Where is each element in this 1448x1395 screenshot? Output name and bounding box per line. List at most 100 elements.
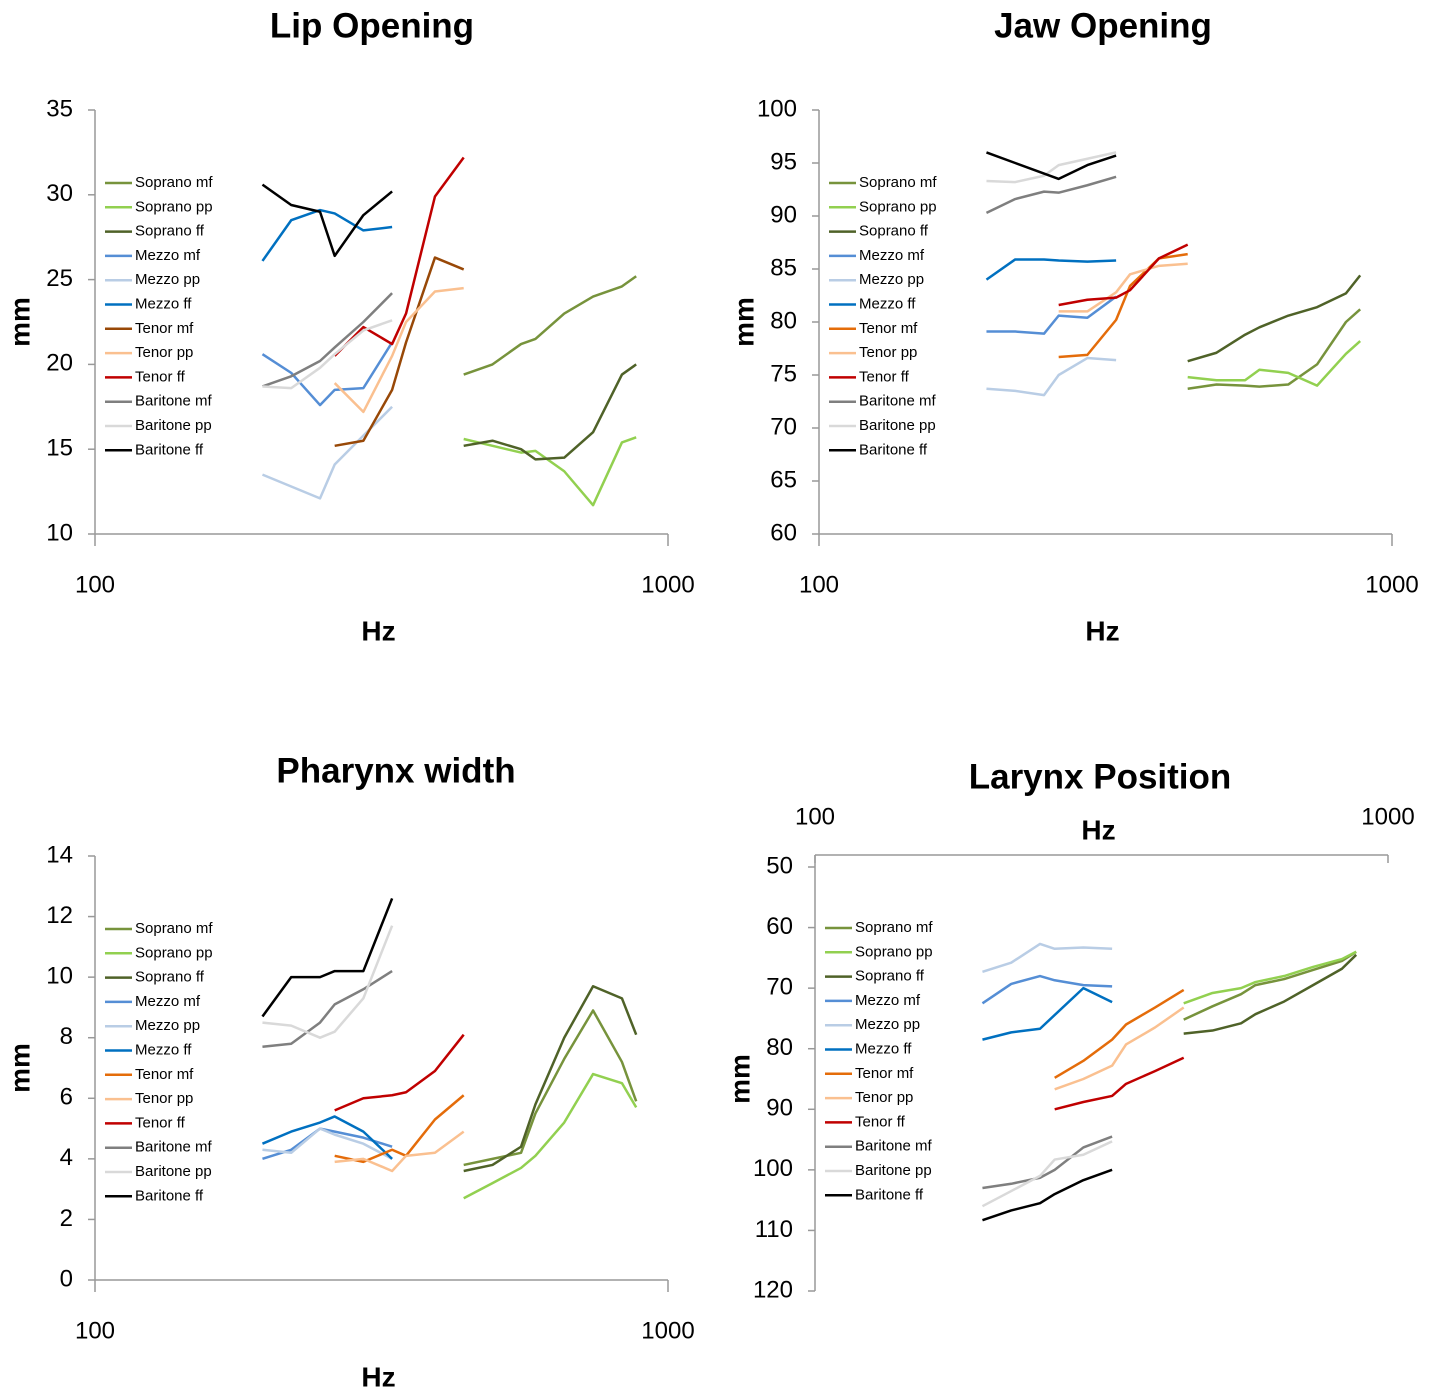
legend-label: Mezzo ff bbox=[135, 1041, 192, 1058]
legend-label: Mezzo ff bbox=[135, 295, 192, 312]
y-tick-label: 60 bbox=[766, 913, 793, 940]
y-tick-label: 25 bbox=[46, 265, 73, 292]
series-line bbox=[986, 151, 1117, 184]
y-axis-label: mm bbox=[4, 297, 35, 347]
series-line bbox=[1058, 252, 1188, 359]
legend-label: Tenor mf bbox=[859, 320, 918, 337]
series-line bbox=[261, 208, 393, 262]
y-tick-label: 110 bbox=[755, 1216, 793, 1243]
series-line bbox=[261, 183, 393, 258]
series-line bbox=[982, 1135, 1113, 1190]
x-axis-label: Hz bbox=[1085, 615, 1119, 646]
x-tick-label: 1000 bbox=[641, 571, 694, 598]
series-line bbox=[985, 175, 1117, 214]
chart-title: Pharynx width bbox=[276, 751, 515, 790]
series-line bbox=[262, 292, 393, 388]
series-line bbox=[463, 1072, 638, 1200]
legend-label: Tenor pp bbox=[135, 344, 193, 361]
legend-label: Mezzo mf bbox=[135, 247, 201, 264]
series-line bbox=[463, 436, 637, 507]
series-line bbox=[1187, 340, 1362, 387]
series-line bbox=[333, 286, 464, 414]
y-tick-label: 60 bbox=[770, 519, 797, 546]
legend-label: Mezzo mf bbox=[135, 993, 201, 1010]
series-line bbox=[463, 275, 637, 376]
series-line bbox=[261, 1115, 393, 1160]
y-tick-label: 120 bbox=[753, 1276, 793, 1303]
legend-label: Tenor ff bbox=[135, 368, 186, 385]
series-line bbox=[262, 1127, 393, 1160]
legend-label: Tenor mf bbox=[855, 1065, 914, 1082]
x-axis-label: Hz bbox=[1081, 814, 1115, 845]
legend-label: Baritone ff bbox=[859, 441, 928, 458]
series-line bbox=[986, 356, 1117, 397]
legend-label: Soprano mf bbox=[859, 174, 937, 191]
legend-label: Soprano pp bbox=[855, 943, 933, 960]
series-line bbox=[334, 1094, 465, 1164]
legend-label: Soprano ff bbox=[855, 968, 925, 985]
y-axis-label: mm bbox=[724, 1054, 755, 1104]
series-line bbox=[1183, 950, 1357, 1021]
y-tick-label: 20 bbox=[46, 350, 73, 377]
series-line bbox=[262, 925, 394, 1039]
legend-label: Tenor mf bbox=[135, 320, 194, 337]
legend-label: Soprano ff bbox=[135, 969, 205, 986]
y-tick-label: 80 bbox=[766, 1034, 793, 1061]
legend-label: Mezzo ff bbox=[859, 295, 916, 312]
chart-title: Lip Opening bbox=[270, 6, 474, 45]
y-tick-label: 10 bbox=[46, 962, 73, 989]
legend-label: Mezzo pp bbox=[135, 271, 200, 288]
y-tick-label: 95 bbox=[770, 148, 797, 175]
legend-label: Mezzo pp bbox=[859, 271, 924, 288]
legend-label: Baritone pp bbox=[135, 417, 212, 434]
series-line bbox=[262, 319, 393, 390]
series-line bbox=[261, 897, 394, 1018]
legend-label: Soprano ff bbox=[859, 223, 929, 240]
series-line bbox=[1054, 1056, 1185, 1111]
x-axis-label: Hz bbox=[361, 615, 395, 646]
y-tick-label: 8 bbox=[60, 1023, 73, 1050]
y-tick-label: 15 bbox=[46, 435, 73, 462]
y-tick-label: 70 bbox=[770, 413, 797, 440]
legend-label: Soprano mf bbox=[135, 174, 213, 191]
legend-label: Tenor ff bbox=[855, 1113, 906, 1130]
y-tick-label: 100 bbox=[753, 1155, 793, 1182]
chart-title: Larynx Position bbox=[969, 757, 1232, 796]
y-tick-label: 35 bbox=[46, 95, 73, 122]
legend-label: Tenor pp bbox=[135, 1090, 193, 1107]
series-line bbox=[982, 942, 1113, 973]
y-tick-label: 10 bbox=[46, 519, 73, 546]
legend-label: Baritone pp bbox=[855, 1162, 932, 1179]
x-tick-label: 1000 bbox=[641, 1317, 694, 1344]
legend-label: Tenor pp bbox=[855, 1089, 913, 1106]
series-line bbox=[261, 405, 393, 500]
y-axis-label: mm bbox=[728, 297, 759, 347]
legend-label: Soprano pp bbox=[135, 198, 213, 215]
legend-label: Mezzo pp bbox=[135, 1017, 200, 1034]
series-line bbox=[1058, 243, 1189, 307]
legend-label: Soprano mf bbox=[135, 920, 213, 937]
x-tick-label: 100 bbox=[795, 803, 835, 830]
y-tick-label: 85 bbox=[770, 254, 797, 281]
series-line bbox=[1187, 274, 1362, 363]
legend-label: Tenor ff bbox=[859, 368, 910, 385]
series-line bbox=[463, 984, 638, 1173]
series-line bbox=[262, 1127, 393, 1161]
series-line bbox=[1054, 1006, 1185, 1091]
y-tick-label: 90 bbox=[770, 201, 797, 228]
x-tick-label: 100 bbox=[799, 571, 839, 598]
series-line bbox=[1187, 308, 1362, 391]
y-tick-label: 6 bbox=[60, 1084, 73, 1111]
x-tick-label: 100 bbox=[75, 1317, 115, 1344]
y-tick-label: 14 bbox=[46, 841, 73, 868]
x-tick-label: 1000 bbox=[1365, 571, 1418, 598]
legend-label: Soprano pp bbox=[135, 944, 213, 961]
legend-label: Baritone mf bbox=[855, 1138, 933, 1155]
legend-label: Baritone mf bbox=[135, 1139, 213, 1156]
series-line bbox=[333, 156, 465, 357]
y-tick-label: 75 bbox=[770, 360, 797, 387]
legend-label: Mezzo mf bbox=[859, 247, 925, 264]
series-line bbox=[981, 1140, 1113, 1208]
series-line bbox=[1183, 950, 1357, 1005]
